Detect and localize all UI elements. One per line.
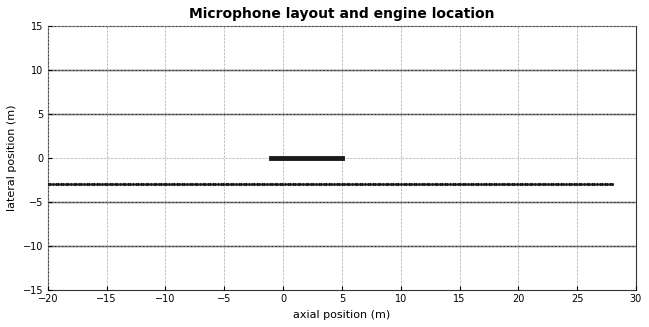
Y-axis label: lateral position (m): lateral position (m) xyxy=(7,105,17,211)
Title: Microphone layout and engine location: Microphone layout and engine location xyxy=(189,7,495,21)
X-axis label: axial position (m): axial position (m) xyxy=(293,310,391,320)
